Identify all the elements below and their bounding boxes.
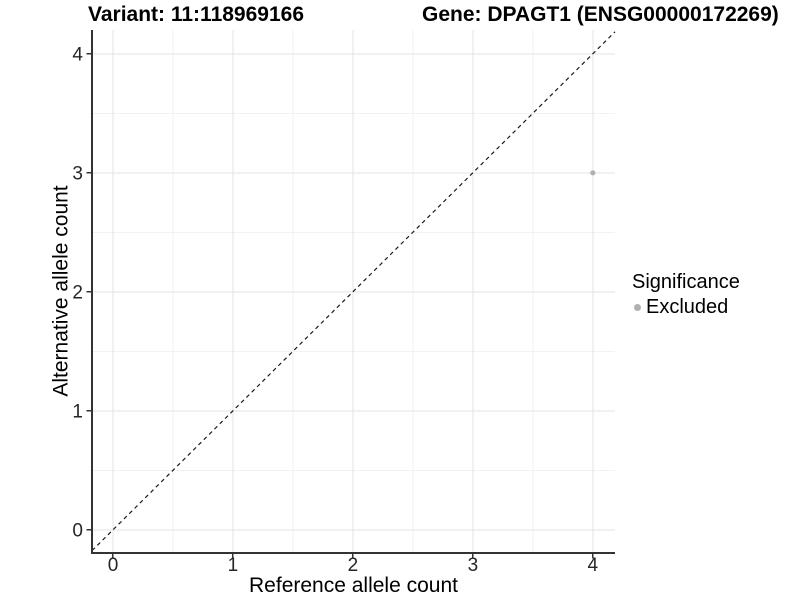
x-tick-label: 3: [468, 555, 479, 576]
x-tick-label: 1: [228, 555, 239, 576]
y-tick-label: 4: [72, 44, 83, 65]
legend-title: Significance: [632, 271, 740, 293]
data-point: [590, 170, 596, 176]
y-tick-label: 3: [72, 163, 83, 184]
y-tick-label: 0: [72, 520, 83, 541]
identity-dashed-line: [91, 31, 616, 552]
plot-title-variant: Variant: 11:118969166: [88, 3, 305, 26]
legend: Significance Excluded: [632, 270, 740, 319]
plot-title-gene: Gene: DPAGT1 (ENSG00000172269): [422, 3, 779, 26]
y-tick-label: 2: [72, 282, 83, 303]
excluded-point-icon: [634, 303, 641, 311]
legend-item-label: Excluded: [646, 296, 729, 318]
x-axis-label: Reference allele count: [249, 574, 458, 597]
x-tick-label: 2: [348, 555, 359, 576]
legend-item-excluded: Excluded: [632, 295, 740, 319]
y-axis-label: Alternative allele count: [49, 185, 73, 397]
x-tick-label: 0: [108, 555, 119, 576]
y-tick-label: 1: [72, 401, 83, 422]
x-tick-label: 4: [588, 555, 599, 576]
